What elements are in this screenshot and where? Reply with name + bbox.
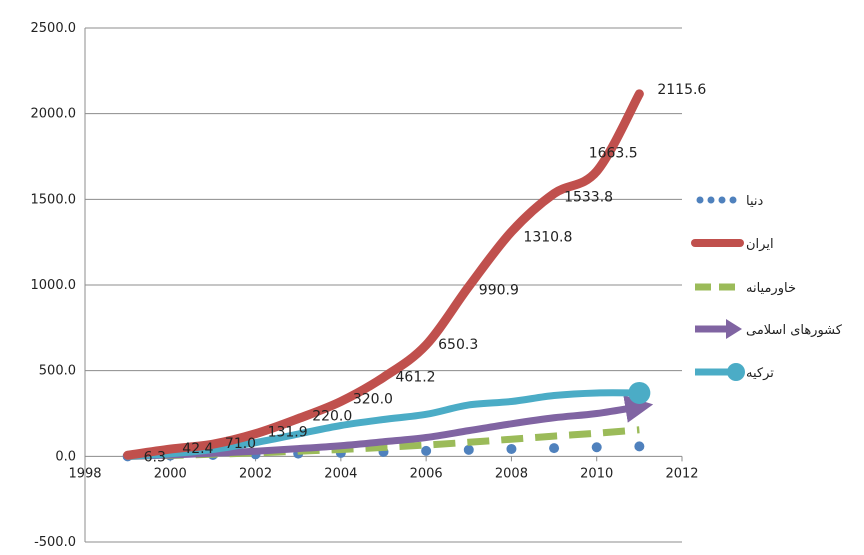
data-label: 320.0 <box>353 392 393 408</box>
legend-marker <box>718 196 726 204</box>
data-point <box>463 444 474 455</box>
data-label: 220.0 <box>312 409 352 425</box>
data-point <box>421 445 432 456</box>
series-line <box>123 89 644 460</box>
x-tick-label: 2002 <box>239 466 272 481</box>
y-tick-label: 1000.0 <box>31 278 77 293</box>
data-label: 131.9 <box>268 425 308 441</box>
series-line <box>124 389 643 460</box>
data-label: 6.3 <box>144 449 166 465</box>
legend-marker <box>707 196 715 204</box>
legend-marker <box>729 196 737 204</box>
y-tick-label: 1500.0 <box>31 192 77 207</box>
x-tick-label: 2012 <box>665 466 698 481</box>
data-label: 461.2 <box>396 369 436 385</box>
legend-marker <box>696 196 704 204</box>
x-tick-label: 2000 <box>154 466 187 481</box>
data-label: 650.3 <box>438 337 478 353</box>
x-tick-label: 2010 <box>580 466 613 481</box>
legend-label: ایران <box>746 237 774 252</box>
data-point <box>506 443 517 454</box>
legend-label: ترکیه <box>746 366 774 381</box>
y-tick-label: -500.0 <box>34 535 76 550</box>
x-tick-label: 2006 <box>410 466 443 481</box>
data-label: 2115.6 <box>657 82 706 98</box>
data-point <box>634 441 645 452</box>
data-label: 42.4 <box>182 441 213 457</box>
y-tick-label: 2500.0 <box>31 21 77 36</box>
y-tick-label: 2000.0 <box>31 107 77 122</box>
series-line <box>124 395 654 460</box>
legend-label: کشورهای اسلامی <box>746 323 843 338</box>
series-end-marker <box>628 381 651 404</box>
data-label: 71.0 <box>225 436 256 452</box>
data-label: 990.9 <box>479 283 519 299</box>
data-label: 1533.8 <box>564 190 613 206</box>
legend-label: خاورمیانه <box>746 281 796 296</box>
legend-label: دنیا <box>746 194 764 209</box>
series-lines <box>122 89 654 462</box>
x-tick-label: 1998 <box>68 466 101 481</box>
axes: 2500.0 2000.0 1500.0 1000.0 500.0 0.0 -500.0 19… <box>31 21 699 550</box>
y-tick-label: 0.0 <box>55 449 76 464</box>
data-point <box>549 443 560 454</box>
data-label: 1663.5 <box>589 145 638 161</box>
data-point <box>591 442 602 453</box>
legend: دنیا ایران خاورمیانه کشورهای اسلامی ترکیه <box>691 194 843 381</box>
gridlines <box>85 27 682 543</box>
legend-marker-circle <box>727 363 745 381</box>
x-tick-label: 2008 <box>495 466 528 481</box>
x-tick-label: 2004 <box>324 466 357 481</box>
legend-marker-arrowhead <box>726 319 742 339</box>
data-label: 1310.8 <box>523 230 572 246</box>
y-tick-label: 500.0 <box>39 364 76 379</box>
